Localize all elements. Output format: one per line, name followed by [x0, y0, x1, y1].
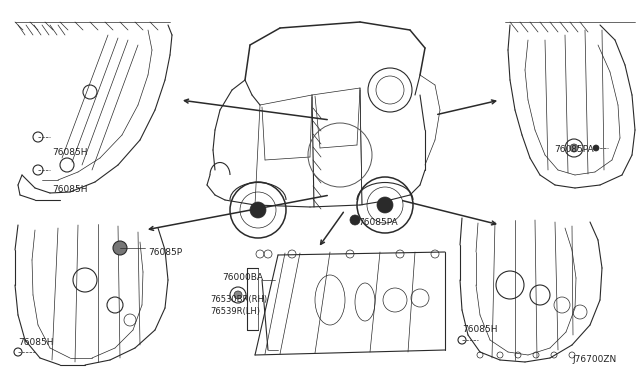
Text: 76085H: 76085H — [52, 185, 88, 194]
Text: 76085PA: 76085PA — [554, 145, 594, 154]
Circle shape — [250, 202, 266, 218]
Text: 76085H: 76085H — [462, 325, 497, 334]
Circle shape — [234, 291, 242, 299]
Text: J76700ZN: J76700ZN — [572, 355, 616, 364]
Circle shape — [350, 215, 360, 225]
Text: 76085PA: 76085PA — [358, 218, 397, 227]
Text: 76539R(LH): 76539R(LH) — [210, 307, 260, 316]
Text: 76085P: 76085P — [148, 248, 182, 257]
Text: 76530BR(RH): 76530BR(RH) — [210, 295, 267, 304]
Text: 76085H: 76085H — [18, 338, 54, 347]
Circle shape — [113, 241, 127, 255]
Circle shape — [570, 144, 578, 152]
Text: 76000BA: 76000BA — [222, 273, 263, 282]
Circle shape — [377, 197, 393, 213]
Circle shape — [593, 145, 599, 151]
Text: 76085H: 76085H — [52, 148, 88, 157]
